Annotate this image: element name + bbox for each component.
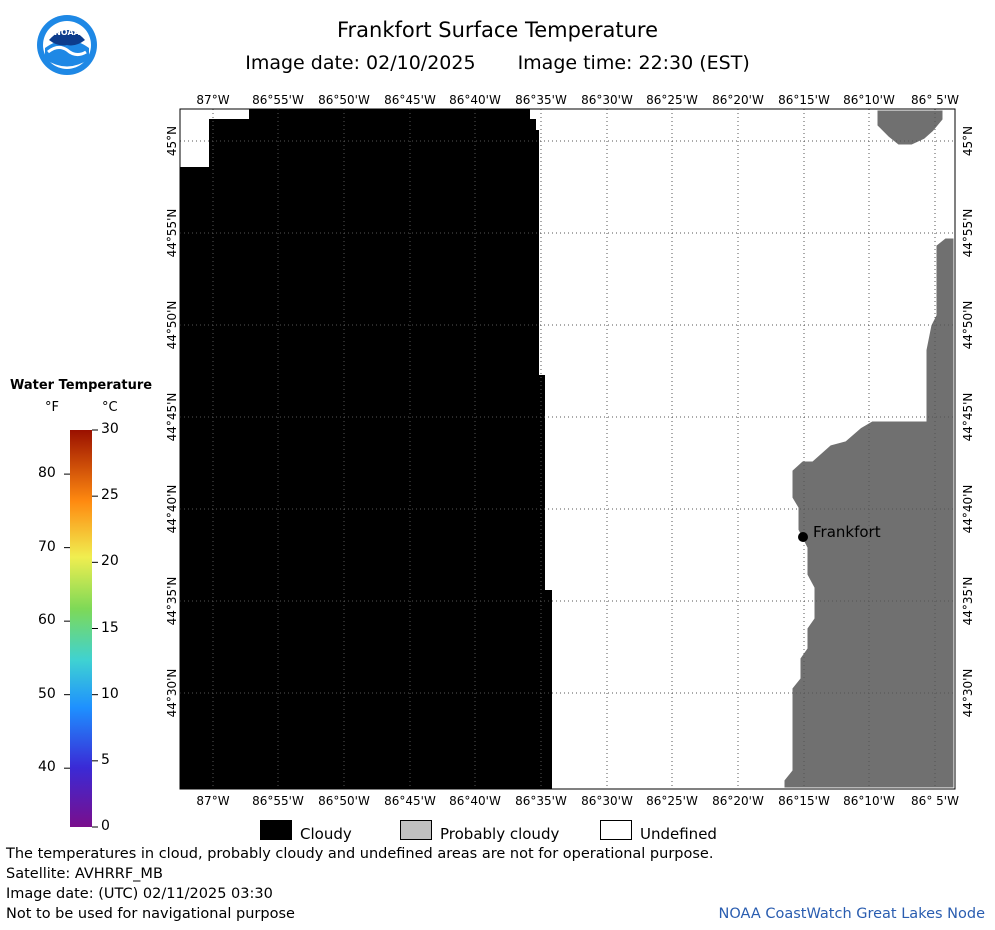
lat-label-left: 44°55'N bbox=[165, 209, 179, 258]
legend-swatch-probably-cloudy bbox=[400, 820, 432, 840]
legend-label-undefined: Undefined bbox=[640, 825, 717, 843]
colorbar-f-tick-label: 50 bbox=[38, 685, 56, 702]
lat-label-right: 44°35'N bbox=[961, 577, 975, 626]
lon-label-top: 86°55'W bbox=[252, 93, 304, 107]
lon-label-top: 86°45'W bbox=[384, 93, 436, 107]
lon-label-top: 86°30'W bbox=[581, 93, 633, 107]
colorbar-f-tick-label: 70 bbox=[38, 538, 56, 555]
colorbar-c-tick-label: 5 bbox=[101, 751, 110, 768]
lat-label-right: 44°40'N bbox=[961, 485, 975, 534]
lat-label-right: 44°55'N bbox=[961, 209, 975, 258]
lon-label-bottom: 86°25'W bbox=[646, 794, 698, 808]
colorbar-title: Water Temperature bbox=[10, 378, 153, 393]
lon-label-top: 86°50'W bbox=[318, 93, 370, 107]
lon-label-bottom: 86°40'W bbox=[449, 794, 501, 808]
lat-label-right: 44°50'N bbox=[961, 301, 975, 350]
lat-lon-grid bbox=[180, 109, 955, 789]
lon-label-bottom: 86°50'W bbox=[318, 794, 370, 808]
lon-label-top: 87°W bbox=[196, 93, 229, 107]
city-label: Frankfort bbox=[813, 523, 881, 541]
lon-label-top: 86°25'W bbox=[646, 93, 698, 107]
lon-label-bottom: 86°35'W bbox=[515, 794, 567, 808]
map-frame bbox=[179, 108, 956, 790]
cloudy-region bbox=[180, 109, 552, 789]
image-date: Image date: 02/10/2025 bbox=[245, 52, 476, 74]
colorbar-c-tick-label: 15 bbox=[101, 619, 119, 636]
svg-text:NOAA: NOAA bbox=[54, 28, 80, 37]
lat-labels-left: 45°N 44°55'N 44°50'N 44°45'N 44°40'N 44°35'N 4… bbox=[165, 126, 179, 718]
lat-label-left: 44°50'N bbox=[165, 301, 179, 350]
lat-label-left: 44°30'N bbox=[165, 669, 179, 718]
legend-label-cloudy: Cloudy bbox=[300, 825, 352, 843]
colorbar-c-ticks bbox=[92, 429, 98, 828]
utc-date-text: Image date: (UTC) 02/11/2025 03:30 bbox=[6, 886, 273, 902]
lat-label-right: 44°30'N bbox=[961, 669, 975, 718]
image-datetime: Image date: 02/10/2025 Image time: 22:30 … bbox=[0, 52, 995, 74]
lat-label-right: 44°45'N bbox=[961, 393, 975, 442]
lon-labels-bottom: 87°W 86°55'W 86°50'W 86°45'W 86°40'W 86°35'W 8… bbox=[196, 794, 959, 808]
lon-label-top: 86°15'W bbox=[778, 93, 830, 107]
colorbar-c-tick-label: 10 bbox=[101, 685, 119, 702]
colorbar-f-tick-label: 60 bbox=[38, 612, 56, 629]
lon-labels-top: 87°W 86°55'W 86°50'W 86°45'W 86°40'W 86°35'W 8… bbox=[196, 93, 959, 107]
lon-label-top: 86° 5'W bbox=[911, 93, 959, 107]
lat-label-left: 44°35'N bbox=[165, 577, 179, 626]
city-marker-icon bbox=[798, 532, 808, 542]
lon-label-top: 86°35'W bbox=[515, 93, 567, 107]
legend-swatch-cloudy bbox=[260, 820, 292, 840]
lon-label-bottom: 86°10'W bbox=[843, 794, 895, 808]
lat-label-left: 44°45'N bbox=[165, 393, 179, 442]
lon-label-bottom: 86°15'W bbox=[778, 794, 830, 808]
lon-label-bottom: 86°45'W bbox=[384, 794, 436, 808]
colorbar-f-ticks bbox=[64, 473, 70, 769]
colorbar-c-tick-label: 20 bbox=[101, 553, 119, 570]
lat-label-right: 45°N bbox=[961, 126, 975, 156]
navigation-warning: Not to be used for navigational purpose bbox=[6, 906, 295, 922]
image-time: Image time: 22:30 (EST) bbox=[517, 52, 750, 74]
legend-label-probably-cloudy: Probably cloudy bbox=[440, 825, 560, 843]
probably-cloudy-top bbox=[874, 107, 946, 148]
lat-labels-right: 45°N 44°55'N 44°50'N 44°45'N 44°40'N 44°35'N 4… bbox=[961, 126, 975, 718]
noaa-logo-icon: NOAA bbox=[37, 15, 97, 75]
lon-label-bottom: 86° 5'W bbox=[911, 794, 959, 808]
lon-label-bottom: 86°20'W bbox=[712, 794, 764, 808]
lat-label-left: 45°N bbox=[165, 126, 179, 156]
colorbar-f-tick-label: 40 bbox=[38, 759, 56, 776]
lat-label-left: 44°40'N bbox=[165, 485, 179, 534]
lon-label-top: 86°40'W bbox=[449, 93, 501, 107]
lon-label-bottom: 86°30'W bbox=[581, 794, 633, 808]
legend-swatch-undefined bbox=[600, 820, 632, 840]
lon-label-top: 86°20'W bbox=[712, 93, 764, 107]
lon-label-bottom: 86°55'W bbox=[252, 794, 304, 808]
disclaimer-text: The temperatures in cloud, probably clou… bbox=[6, 846, 714, 862]
colorbar-c-tick-label: 0 bbox=[101, 818, 110, 834]
colorbar-f-tick-label: 80 bbox=[38, 465, 56, 482]
colorbar-c-tick-label: 25 bbox=[101, 487, 119, 504]
credit-link[interactable]: NOAA CoastWatch Great Lakes Node bbox=[718, 906, 985, 922]
lon-label-top: 86°10'W bbox=[843, 93, 895, 107]
colorbar-c-tick-label: 30 bbox=[101, 421, 119, 437]
satellite-text: Satellite: AVHRRF_MB bbox=[6, 866, 163, 882]
lon-label-bottom: 87°W bbox=[196, 794, 229, 808]
unit-fahrenheit: °F bbox=[45, 400, 59, 415]
colorbar bbox=[70, 430, 92, 827]
unit-celsius: °C bbox=[102, 400, 118, 415]
page-title: Frankfort Surface Temperature bbox=[336, 18, 658, 42]
